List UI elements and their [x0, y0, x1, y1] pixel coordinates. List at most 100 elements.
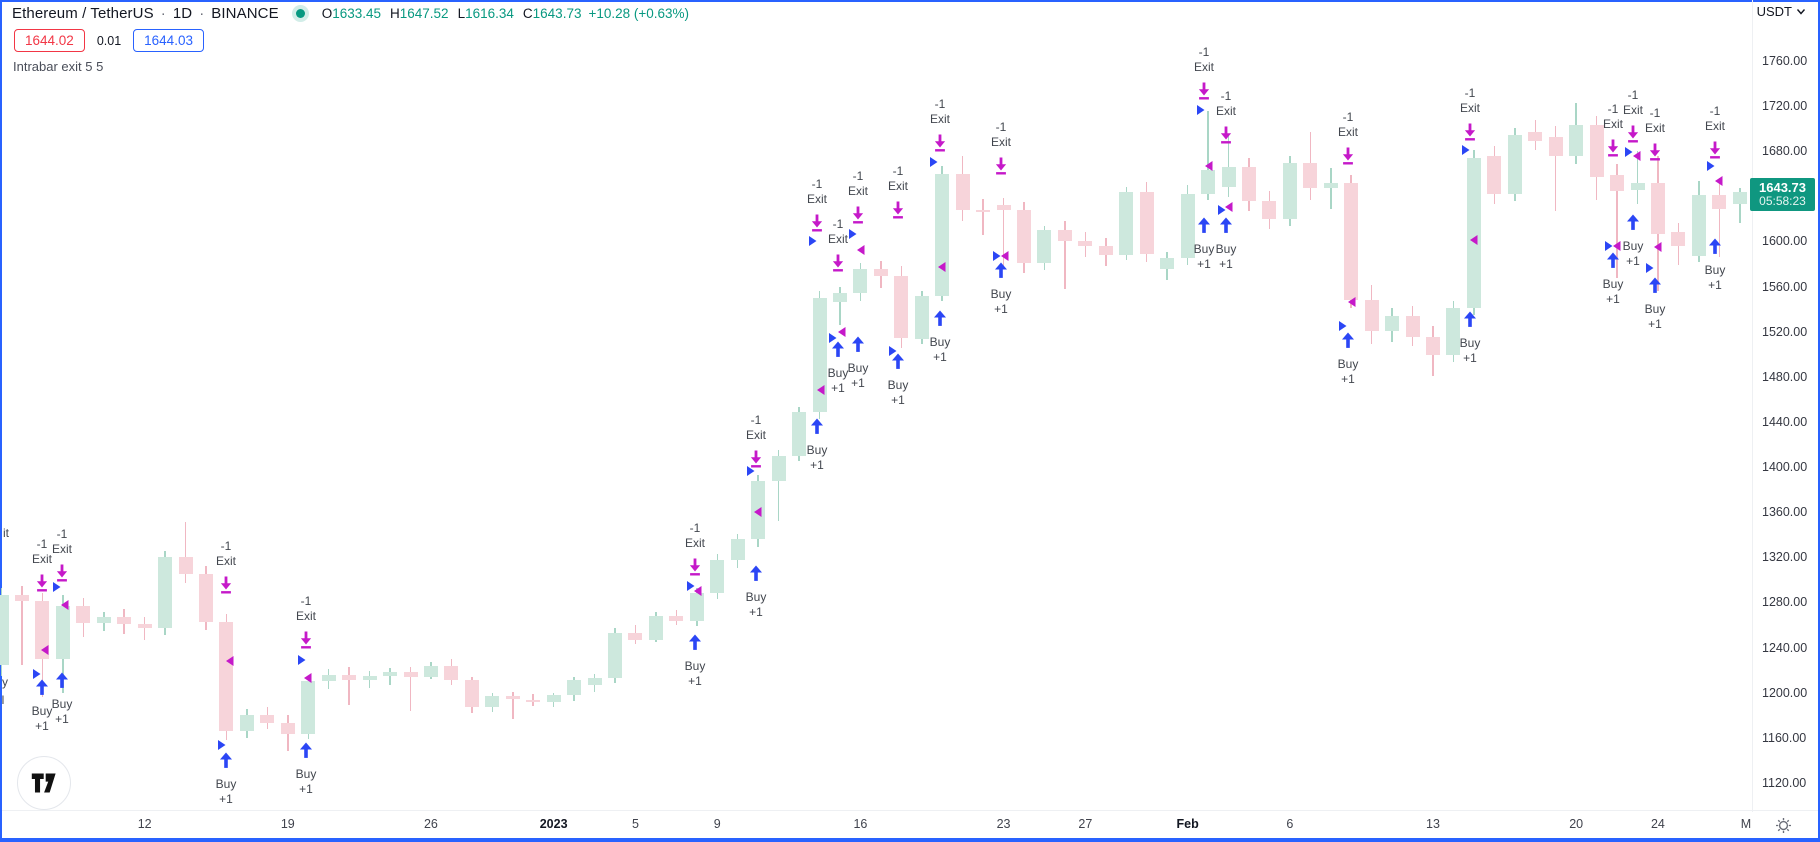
candle: [260, 715, 275, 724]
candle: [464, 680, 479, 708]
entry-triangle-icon: [889, 344, 897, 362]
candle: [1405, 315, 1420, 338]
buy-marker-label: Buy: [31, 704, 53, 718]
exit-marker-label: -1: [1627, 88, 1639, 102]
tradingview-logo[interactable]: [17, 756, 71, 810]
buy-marker-label: Buy: [1337, 357, 1359, 371]
candle: [832, 293, 847, 303]
entry-triangle-icon: [809, 234, 817, 252]
exit-triangle-icon: [857, 243, 865, 261]
buy-marker-label: Buy: [684, 659, 706, 673]
candle-wick: [1064, 221, 1066, 289]
exit-triangle-icon: [694, 584, 702, 602]
interval-label[interactable]: 1D: [172, 5, 193, 22]
candle-wick: [389, 667, 391, 685]
time-axis-label: 24: [1650, 817, 1665, 831]
buy-marker-label: +1: [891, 393, 905, 407]
candle-wick: [348, 666, 350, 706]
buy-marker-label: Buy: [1193, 242, 1215, 256]
buy-arrow-icon: [35, 679, 49, 701]
ohlc-segment: O1633.45: [321, 6, 382, 21]
buy-marker-label: +1: [1626, 254, 1640, 268]
exit-marker-label: -1: [689, 521, 701, 535]
candle: [158, 557, 173, 629]
candle: [608, 632, 622, 679]
candle: [1303, 162, 1318, 189]
candle: [894, 276, 909, 339]
ohlc-values: O1633.45 H1647.52 L1616.34 C1643.73: [322, 6, 582, 21]
candle: [96, 617, 111, 623]
exit-marker-label: -1: [811, 177, 823, 191]
exit-arrow-icon: [749, 450, 764, 474]
entry-triangle-icon: [298, 653, 306, 671]
buy-marker-label: +1: [1197, 257, 1211, 271]
candle: [35, 601, 50, 659]
exit-marker-label: Exit: [1459, 101, 1481, 115]
buy-arrow-icon: [299, 742, 313, 764]
price-axis[interactable]: 1760.001720.001680.001640.001600.001560.…: [1752, 0, 1818, 812]
sell-button[interactable]: 1644.02: [14, 29, 85, 52]
time-axis-label: 19: [280, 817, 295, 831]
candle: [710, 559, 725, 594]
exit-marker-label: -1: [56, 527, 68, 541]
exit-arrow-icon: [831, 254, 846, 278]
buy-arrow-icon: [1606, 252, 1620, 274]
buy-marker-label: +1: [1606, 292, 1620, 306]
candle: [935, 173, 950, 296]
candle: [567, 680, 582, 695]
candle: [1732, 192, 1747, 204]
exit-marker-label: Exit: [827, 232, 849, 246]
candle: [1650, 182, 1665, 234]
exit-marker-label: -1: [1220, 89, 1232, 103]
time-axis[interactable]: 12 19 26 2023 5 9 16 23 27 Feb 6 13 20 24 M: [2, 810, 1818, 838]
buy-arrow-icon: [749, 565, 763, 587]
time-axis-label: 27: [1078, 817, 1093, 831]
symbol-title[interactable]: Ethereum / TetherUS: [12, 5, 154, 22]
buy-arrow-icon: [1219, 217, 1233, 239]
buy-marker-label: Buy: [1459, 336, 1481, 350]
exit-triangle-icon: [838, 325, 846, 343]
exit-arrow-icon: [55, 564, 70, 588]
exit-triangle-icon: [41, 643, 49, 661]
exit-arrow-icon: [810, 214, 825, 238]
buy-arrow-icon: [1626, 214, 1640, 236]
buy-arrow-icon: [933, 310, 947, 332]
candle: [280, 723, 295, 735]
price-change: +10.28 (+0.63%): [588, 6, 690, 21]
buy-marker-label: Buy: [1622, 239, 1644, 253]
exit-triangle-icon: [1225, 200, 1233, 218]
entry-triangle-icon: [1646, 261, 1654, 279]
indicator-label[interactable]: Intrabar exit 5 5: [13, 59, 104, 74]
candle: [1466, 158, 1481, 309]
candle: [996, 205, 1011, 210]
exit-marker-label: -1: [1198, 45, 1210, 59]
exit-triangle-icon: [938, 260, 946, 278]
candle-wick: [1636, 151, 1639, 205]
price-axis-label: 1440.00: [1762, 414, 1808, 429]
candle: [1630, 182, 1645, 190]
clipped-label-fragment: it: [3, 526, 9, 540]
buy-marker-label: Buy: [847, 361, 869, 375]
exit-arrow-icon: [1648, 143, 1663, 167]
candle: [955, 173, 970, 210]
exit-marker-label: Exit: [1704, 119, 1726, 133]
price-axis-label: 1160.00: [1762, 730, 1807, 745]
exit-marker-label: -1: [300, 594, 312, 608]
price-axis-label: 1400.00: [1762, 460, 1808, 475]
buy-marker-label: +1: [810, 458, 824, 472]
candle: [239, 715, 254, 732]
buy-button[interactable]: 1644.03: [133, 29, 204, 52]
candle: [546, 694, 561, 702]
order-panel: 1644.02 0.01 1644.03: [14, 29, 204, 52]
price-axis-label: 1320.00: [1762, 550, 1808, 565]
currency-selector[interactable]: USDT: [1757, 4, 1806, 19]
exit-marker-label: Exit: [1602, 117, 1624, 131]
buy-marker-label: +1: [749, 605, 763, 619]
buy-marker-label: +1: [688, 674, 702, 688]
price-axis-label: 1280.00: [1762, 595, 1808, 610]
candle: [1548, 136, 1563, 156]
entry-triangle-icon: [53, 580, 61, 598]
exchange-label[interactable]: BINANCE: [211, 5, 279, 22]
timezone-settings-button[interactable]: [1775, 817, 1792, 834]
